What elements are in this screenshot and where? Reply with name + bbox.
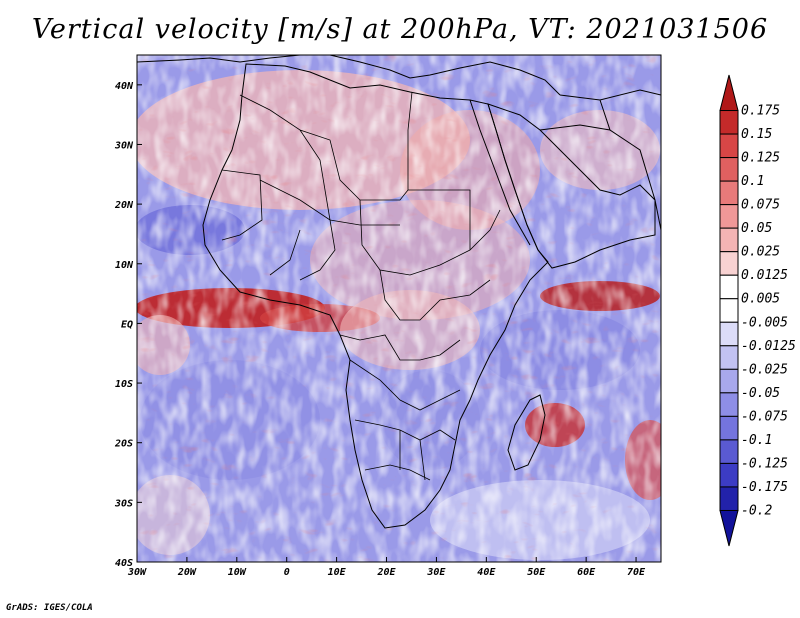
colorbar-level-label: -0.0125 [741,339,796,354]
lat-tick-label: 30N [114,140,134,151]
colorbar-swatch [719,462,739,488]
colorbar-swatch [719,345,739,370]
lat-tick-label: EQ [121,319,133,330]
colorbar-swatch [719,321,739,347]
colorbar-swatch [719,133,739,159]
colorbar-level-label: 0.05 [741,221,772,236]
colorbar-level-label: -0.025 [741,362,788,377]
colorbar-level-label: -0.175 [741,480,788,495]
colorbar-swatch [719,439,739,464]
colorbar-level-label: -0.075 [741,409,788,424]
lon-tick-label: 40E [477,567,496,578]
colorbar-swatch [719,110,739,135]
lat-tick-label: 30S [114,498,133,509]
lat-tick-label: 20S [114,439,133,450]
colorbar-swatch [719,298,739,323]
lon-tick-label: 10W [228,567,247,578]
chart-title: Vertical velocity [m/s] at 200hPa, VT: 2… [31,14,769,45]
colorbar-level-label: -0.1 [741,433,772,448]
colorbar-swatch [719,157,739,182]
arabia-coastline [487,103,656,269]
colorbar-level-label: -0.05 [741,386,780,401]
colorbar-level-label: 0.1 [741,174,764,189]
colorbar-level-label: 0.075 [741,198,780,213]
colorbar-level-label: -0.2 [741,503,772,518]
colorbar-level-label: -0.005 [741,315,788,330]
colorbar-level-label: 0.005 [741,292,780,307]
velocity-field [137,55,661,562]
colorbar-swatch [719,204,739,229]
lon-tick-label: 20E [376,567,396,578]
lat-tick-label: 20N [114,200,134,211]
lon-tick-label: 0 [284,567,290,578]
lon-tick-label: 70E [627,567,646,578]
colorbar-swatch [719,227,739,253]
madagascar-coastline [507,394,546,471]
colorbar-swatch [719,180,739,206]
lat-tick-label: 10N [115,260,134,271]
colorbar-cap-top [719,74,739,112]
lon-tick-label: 30E [426,567,446,578]
colorbar-cap-bottom [719,509,739,547]
colorbar: 0.175 0.15 0.125 0.1 0.075 0.05 0.025 0.0125 0.0… [719,74,796,547]
lon-tick-label: 30W [127,567,147,578]
lon-tick-label: 10E [328,567,347,578]
colorbar-swatch [719,392,739,417]
colorbar-level-label: 0.025 [741,245,780,260]
colorbar-swatch [719,368,739,394]
colorbar-level-label: 0.0125 [741,268,788,283]
colorbar-swatch [719,486,739,511]
country-borders [221,91,501,481]
lon-tick-label: 50E [527,567,546,578]
colorbar-swatch [719,251,739,276]
grads-credit: GrADS: IGES/COLA [6,603,93,613]
colorbar-swatch [719,274,739,300]
lon-tick-label: 20W [177,567,197,578]
map-frame [136,54,662,563]
colorbar-level-label: -0.125 [741,456,788,471]
coastlines [137,55,661,529]
colorbar-level-label: 0.125 [741,151,780,166]
lat-tick-label: 40S [115,558,133,569]
lat-tick-label: 40N [115,81,134,92]
colorbar-level-label: 0.175 [741,104,780,119]
colorbar-swatch [719,415,739,441]
lon-tick-label: 60E [577,567,596,578]
axis-ticks: 30W 20W 10W 0 10E 20E 30E 40E 50E 60E 70E 40N 30N 20N… [114,81,646,578]
lat-tick-label: 10S [115,379,133,390]
colorbar-level-label: 0.15 [741,127,772,142]
europe-coastline [137,55,561,96]
